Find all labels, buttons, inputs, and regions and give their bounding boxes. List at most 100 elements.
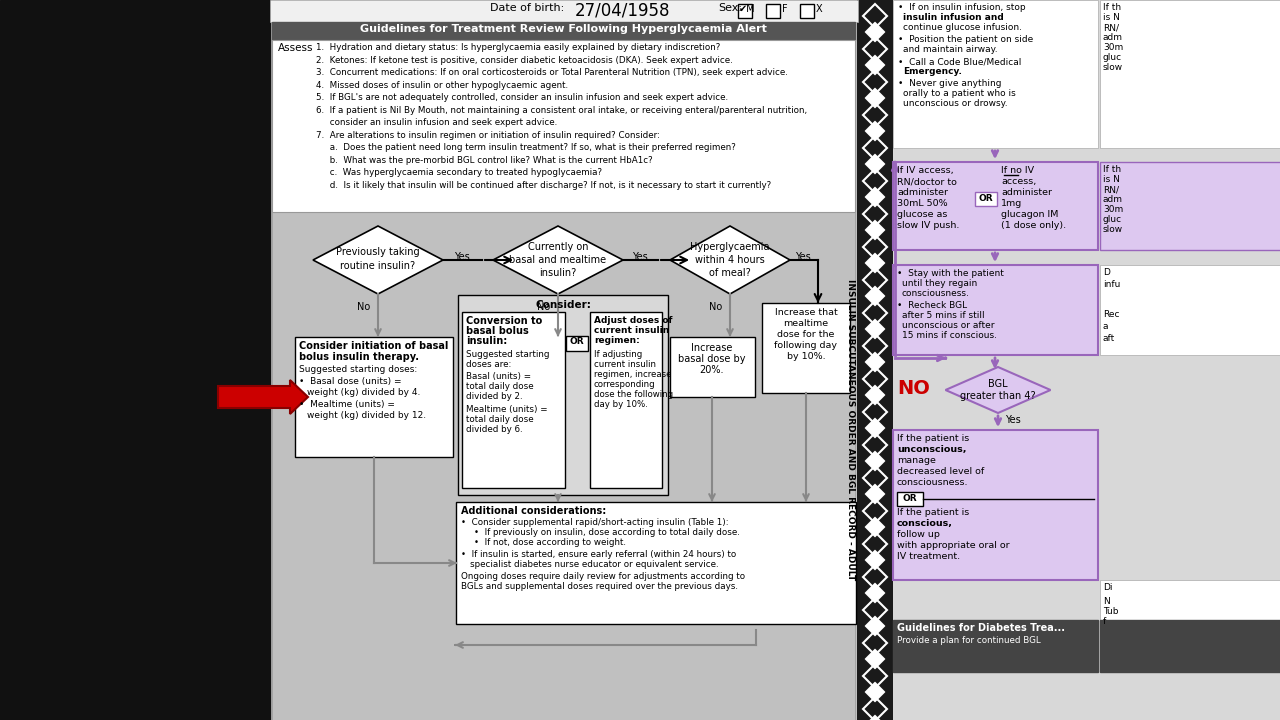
- Text: BGL: BGL: [988, 379, 1007, 389]
- FancyBboxPatch shape: [590, 312, 662, 488]
- Text: •  Call a Code Blue/Medical: • Call a Code Blue/Medical: [899, 57, 1021, 66]
- Text: 27/04/1958: 27/04/1958: [575, 1, 671, 19]
- Polygon shape: [863, 433, 887, 457]
- Text: 1.  Hydration and dietary status: Is hyperglycaemia easily explained by dietary : 1. Hydration and dietary status: Is hype…: [316, 43, 721, 52]
- Text: Di: Di: [1103, 583, 1112, 592]
- Polygon shape: [863, 367, 887, 391]
- FancyBboxPatch shape: [294, 337, 453, 457]
- Text: c.  Was hyperglycaemia secondary to treated hypoglycaemia?: c. Was hyperglycaemia secondary to treat…: [316, 168, 602, 177]
- Polygon shape: [863, 532, 887, 556]
- Text: Guidelines for Diabetes Trea...: Guidelines for Diabetes Trea...: [897, 623, 1065, 633]
- Text: bolus insulin therapy.: bolus insulin therapy.: [300, 352, 419, 362]
- Polygon shape: [865, 517, 884, 537]
- Polygon shape: [946, 367, 1051, 413]
- Text: 6.  If a patient is Nil By Mouth, not maintaining a consistent oral intake, or r: 6. If a patient is Nil By Mouth, not mai…: [316, 106, 808, 114]
- Polygon shape: [863, 37, 887, 61]
- FancyBboxPatch shape: [270, 0, 858, 22]
- FancyBboxPatch shape: [462, 312, 564, 488]
- Text: regimen, increase: regimen, increase: [594, 370, 672, 379]
- Text: with appropriate oral or: with appropriate oral or: [897, 541, 1010, 550]
- Text: Emergency.: Emergency.: [902, 67, 961, 76]
- Text: RN/: RN/: [1103, 185, 1119, 194]
- Text: unconscious or after: unconscious or after: [902, 321, 995, 330]
- Text: Guidelines for Treatment Review Following Hyperglycaemia Alert: Guidelines for Treatment Review Followin…: [360, 24, 767, 34]
- Text: after 5 mins if still: after 5 mins if still: [902, 311, 984, 320]
- Text: slow: slow: [1103, 63, 1123, 72]
- Polygon shape: [863, 664, 887, 688]
- Text: current insulin: current insulin: [594, 326, 669, 335]
- Text: Sex:: Sex:: [718, 3, 742, 13]
- Text: Increase that: Increase that: [774, 308, 837, 317]
- Polygon shape: [865, 55, 884, 75]
- Text: current insulin: current insulin: [594, 360, 655, 369]
- Text: Suggested starting doses:: Suggested starting doses:: [300, 365, 417, 374]
- Text: •  If not, dose according to weight.: • If not, dose according to weight.: [474, 538, 626, 547]
- Polygon shape: [865, 352, 884, 372]
- Text: 20%.: 20%.: [700, 365, 724, 375]
- Text: 15 mins if conscious.: 15 mins if conscious.: [902, 331, 997, 340]
- Text: INSULIN SUBCUTANEOUS ORDER AND BGL RECORD - ADULT: INSULIN SUBCUTANEOUS ORDER AND BGL RECOR…: [846, 279, 855, 580]
- FancyBboxPatch shape: [739, 4, 751, 18]
- Text: manage: manage: [897, 456, 936, 465]
- Text: divided by 2.: divided by 2.: [466, 392, 522, 401]
- Text: Mealtime (units) =: Mealtime (units) =: [466, 405, 548, 414]
- Polygon shape: [865, 187, 884, 207]
- Text: If the patient is: If the patient is: [897, 434, 969, 443]
- Polygon shape: [865, 649, 884, 669]
- Text: a: a: [1103, 322, 1108, 331]
- Polygon shape: [669, 226, 790, 294]
- FancyArrow shape: [218, 380, 308, 414]
- Text: RN/: RN/: [1103, 23, 1119, 32]
- Polygon shape: [865, 154, 884, 174]
- Text: 1mg: 1mg: [1001, 199, 1023, 208]
- Text: Yes: Yes: [632, 252, 648, 262]
- Text: •  Position the patient on side: • Position the patient on side: [899, 35, 1033, 44]
- Text: decreased level of: decreased level of: [897, 467, 984, 476]
- Text: total daily dose: total daily dose: [466, 415, 534, 424]
- Text: Previously taking: Previously taking: [337, 247, 420, 257]
- FancyBboxPatch shape: [858, 0, 893, 720]
- Text: weight (kg) divided by 12.: weight (kg) divided by 12.: [307, 411, 426, 420]
- Text: OR: OR: [570, 337, 584, 346]
- FancyBboxPatch shape: [273, 22, 855, 40]
- Text: slow IV push.: slow IV push.: [897, 221, 960, 230]
- Polygon shape: [865, 286, 884, 306]
- Text: •  Mealtime (units) =: • Mealtime (units) =: [300, 400, 394, 409]
- Polygon shape: [865, 385, 884, 405]
- Text: total daily dose: total daily dose: [466, 382, 534, 391]
- Polygon shape: [865, 484, 884, 504]
- FancyBboxPatch shape: [458, 295, 668, 495]
- Text: insulin?: insulin?: [539, 268, 576, 278]
- Text: Date of birth:: Date of birth:: [490, 3, 564, 13]
- Text: •  Consider supplemental rapid/short-acting insulin (Table 1):: • Consider supplemental rapid/short-acti…: [461, 518, 728, 527]
- Text: day by 10%.: day by 10%.: [594, 400, 648, 409]
- Text: 5.  If BGL's are not adequately controlled, consider an insulin infusion and see: 5. If BGL's are not adequately controlle…: [316, 93, 728, 102]
- Text: adm: adm: [1103, 195, 1123, 204]
- Text: access,: access,: [1001, 177, 1037, 186]
- FancyBboxPatch shape: [893, 620, 1098, 672]
- Text: •  If on insulin infusion, stop: • If on insulin infusion, stop: [899, 3, 1025, 12]
- Text: If IV access,: If IV access,: [897, 166, 954, 175]
- Polygon shape: [865, 418, 884, 438]
- Polygon shape: [865, 253, 884, 273]
- Text: Provide a plan for continued BGL: Provide a plan for continued BGL: [897, 636, 1041, 645]
- FancyBboxPatch shape: [1100, 162, 1280, 250]
- Polygon shape: [865, 583, 884, 603]
- Text: Adjust doses of: Adjust doses of: [594, 316, 672, 325]
- Polygon shape: [865, 682, 884, 702]
- Text: •  If previously on insulin, dose according to total daily dose.: • If previously on insulin, dose accordi…: [474, 528, 740, 537]
- Text: Rec: Rec: [1103, 310, 1120, 319]
- Text: Conversion to: Conversion to: [466, 316, 543, 326]
- Text: adm: adm: [1103, 33, 1123, 42]
- Polygon shape: [863, 466, 887, 490]
- Text: No: No: [536, 302, 550, 312]
- Text: Basal (units) =: Basal (units) =: [466, 372, 531, 381]
- Text: If the patient is: If the patient is: [897, 508, 969, 517]
- Text: (1 dose only).: (1 dose only).: [1001, 221, 1066, 230]
- Text: •  Recheck BGL: • Recheck BGL: [897, 301, 968, 310]
- Text: •  Basal dose (units) =: • Basal dose (units) =: [300, 377, 402, 386]
- Polygon shape: [863, 169, 887, 193]
- FancyBboxPatch shape: [893, 0, 1280, 720]
- Text: administer: administer: [1001, 188, 1052, 197]
- Polygon shape: [863, 235, 887, 259]
